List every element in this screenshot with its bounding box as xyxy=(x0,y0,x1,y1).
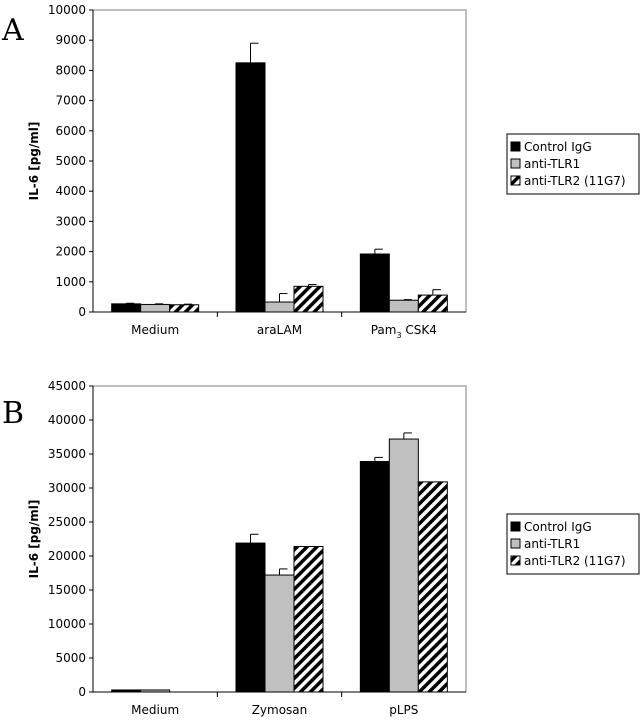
legend-box xyxy=(506,513,640,575)
y-tick-label: 0 xyxy=(78,305,86,319)
x-tick-label: araLAM xyxy=(257,323,302,337)
y-tick-label: 10000 xyxy=(48,3,86,17)
legend-swatch xyxy=(510,521,521,532)
y-tick-label: 2000 xyxy=(55,245,86,259)
y-tick-label: 8000 xyxy=(55,63,86,77)
y-tick-label: 25000 xyxy=(48,515,86,529)
y-tick-label: 1000 xyxy=(55,275,86,289)
legend-label: anti-TLR2 (11G7) xyxy=(524,174,626,188)
y-tick-label: 30000 xyxy=(48,481,86,495)
y-tick-label: 6000 xyxy=(55,124,86,138)
y-tick-label: 45000 xyxy=(48,379,86,393)
chart-panel-a: 0 1000 2000 3000 4000 5000 6000 7000 8000 9000 100… xyxy=(27,3,640,340)
x-tick-label: Medium xyxy=(131,323,179,337)
legend-swatch xyxy=(510,141,521,152)
x-tick-label: Pam3 CSK4 xyxy=(371,323,437,340)
y-tick-label: 9000 xyxy=(55,33,86,47)
plot-area xyxy=(92,9,467,313)
y-tick-label: 35000 xyxy=(48,447,86,461)
legend: Control IgG anti-TLR1 anti-TLR2 (11G7) xyxy=(506,133,640,195)
panel-a-letter: A xyxy=(1,13,24,48)
legend-box xyxy=(506,133,640,195)
panel-b-letter: B xyxy=(2,396,24,431)
legend: Control IgG anti-TLR1 anti-TLR2 (11G7) xyxy=(506,513,640,575)
bar xyxy=(140,689,171,693)
bar xyxy=(417,481,448,693)
legend-label: anti-TLR1 xyxy=(524,157,580,171)
y-tick-label: 5000 xyxy=(55,651,86,665)
bar xyxy=(169,304,200,313)
bar xyxy=(359,253,390,313)
x-tick-label: Medium xyxy=(131,703,179,717)
legend-swatch xyxy=(510,555,521,566)
y-tick-label: 0 xyxy=(78,685,86,699)
bar xyxy=(293,285,324,313)
y-tick-label: 20000 xyxy=(48,549,86,563)
bar xyxy=(235,542,266,693)
legend-label: Control IgG xyxy=(524,140,592,154)
bar xyxy=(111,303,142,313)
legend-swatch xyxy=(510,158,521,169)
bar xyxy=(388,438,419,693)
bar xyxy=(264,574,295,693)
bar xyxy=(140,303,171,313)
y-axis-label: IL-6 [pg/ml] xyxy=(27,122,41,201)
bar xyxy=(264,301,295,313)
bar xyxy=(388,299,419,313)
y-tick-label: 4000 xyxy=(55,184,86,198)
bar xyxy=(417,294,448,313)
legend-swatch xyxy=(510,175,521,186)
legend-label: Control IgG xyxy=(524,520,592,534)
y-tick-label: 40000 xyxy=(48,413,86,427)
chart-panel-b: 0 5000 10000 15000 20000 25000 30000 35000 40000… xyxy=(27,379,640,717)
bar xyxy=(293,545,324,693)
x-tick-label: Zymosan xyxy=(252,703,308,717)
y-tick-label: 7000 xyxy=(55,94,86,108)
y-axis-label: IL-6 [pg/ml] xyxy=(27,500,41,579)
y-tick-label: 15000 xyxy=(48,583,86,597)
legend-label: anti-TLR2 (11G7) xyxy=(524,554,626,568)
legend-swatch xyxy=(510,538,521,549)
y-tick-label: 10000 xyxy=(48,617,86,631)
bar xyxy=(359,460,390,693)
bar xyxy=(111,689,142,693)
y-tick-label: 3000 xyxy=(55,214,86,228)
bar xyxy=(235,62,266,313)
y-tick-label: 5000 xyxy=(55,154,86,168)
legend-label: anti-TLR1 xyxy=(524,537,580,551)
x-tick-label: pLPS xyxy=(389,703,418,717)
